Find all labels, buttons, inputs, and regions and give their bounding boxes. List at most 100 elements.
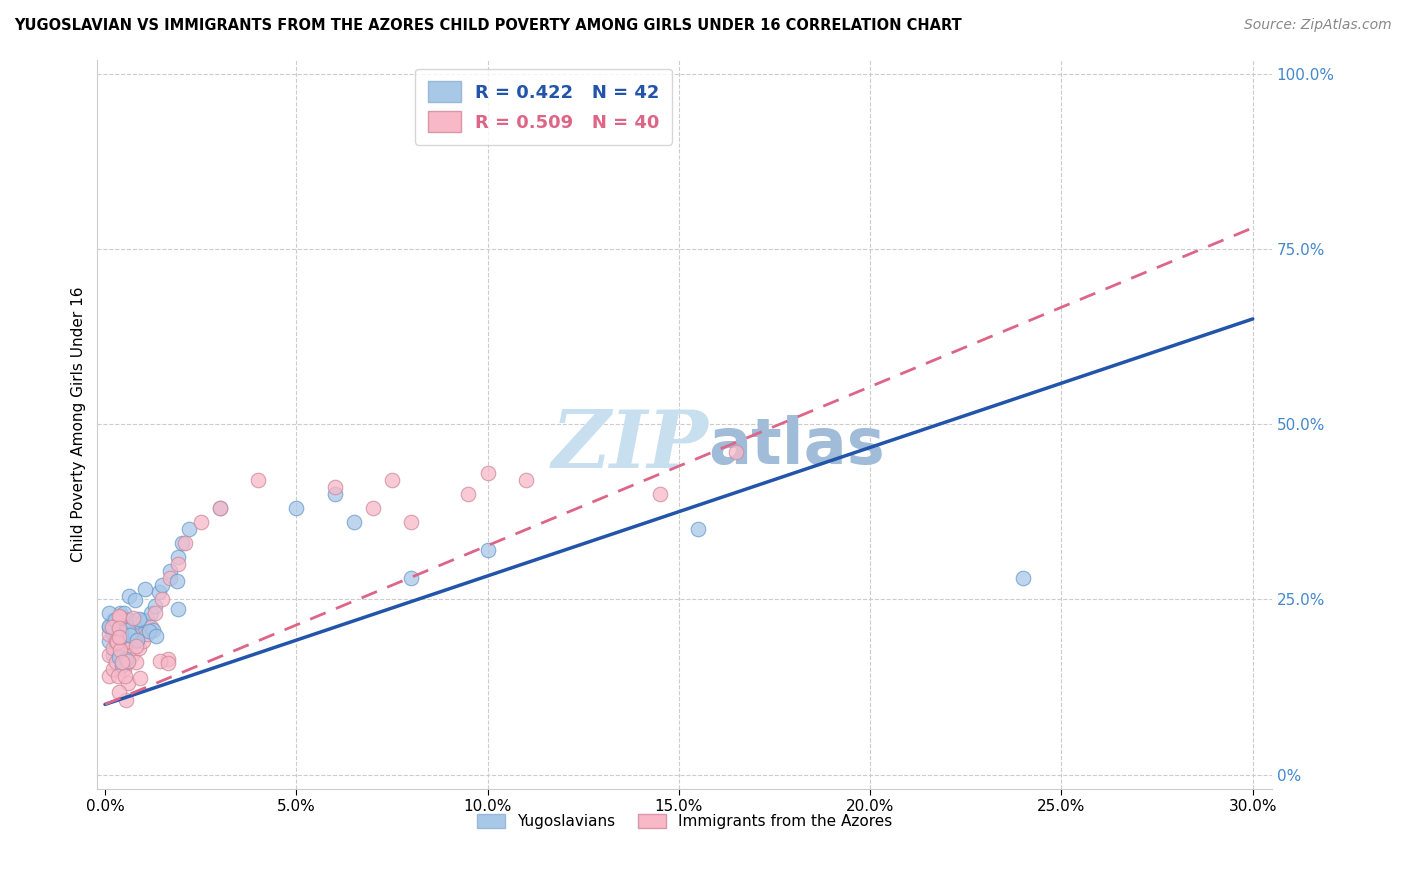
Point (115, 652, 138, 666)
Point (110, 634, 132, 648)
Point (112, 620, 135, 634)
Point (105, 627, 128, 641)
Point (121, 634, 143, 648)
Point (98, 619, 121, 633)
Point (124, 593, 146, 607)
Point (108, 643, 131, 657)
Point (145, 629, 167, 643)
Point (110, 630, 132, 644)
Point (124, 656, 146, 670)
Point (124, 627, 146, 641)
Point (166, 558, 188, 572)
Point (105, 641, 128, 656)
Point (128, 620, 150, 634)
Point (97, 627, 120, 641)
Point (136, 613, 159, 627)
Point (1012, 571, 1035, 585)
Point (515, 473, 537, 487)
Point (110, 620, 132, 634)
Point (247, 473, 270, 487)
Point (457, 487, 479, 501)
Point (381, 473, 404, 487)
Point (125, 633, 148, 648)
Point (124, 639, 146, 653)
Point (117, 676, 139, 690)
Point (166, 550, 188, 565)
Text: atlas: atlas (709, 415, 884, 477)
Point (97, 648, 120, 663)
Point (111, 658, 134, 673)
Point (108, 621, 131, 635)
Point (139, 620, 162, 634)
Point (105, 613, 128, 627)
Point (117, 624, 139, 638)
Point (170, 536, 193, 550)
Point (112, 648, 135, 663)
Point (98, 607, 121, 621)
Point (105, 656, 128, 670)
Point (122, 611, 145, 625)
Point (112, 607, 135, 621)
Point (101, 662, 124, 676)
Point (134, 582, 156, 596)
Point (399, 571, 422, 585)
Point (150, 578, 173, 592)
Point (110, 625, 132, 640)
Point (686, 522, 709, 536)
Point (108, 630, 131, 644)
Point (124, 634, 146, 648)
Point (117, 634, 139, 648)
Point (117, 656, 139, 670)
Point (107, 669, 129, 683)
Point (128, 641, 150, 656)
Text: YUGOSLAVIAN VS IMMIGRANTS FROM THE AZORES CHILD POVERTY AMONG GIRLS UNDER 16 COR: YUGOSLAVIAN VS IMMIGRANTS FROM THE AZORE… (14, 18, 962, 33)
Text: Source: ZipAtlas.com: Source: ZipAtlas.com (1244, 18, 1392, 32)
Point (107, 609, 129, 624)
Point (323, 487, 346, 501)
Point (148, 585, 170, 599)
Point (101, 627, 124, 641)
Point (112, 662, 135, 676)
Point (143, 607, 166, 621)
Point (101, 613, 124, 627)
Point (117, 627, 139, 641)
Point (117, 641, 139, 656)
Point (648, 487, 671, 501)
Point (477, 543, 499, 558)
Point (105, 635, 128, 649)
Point (149, 654, 172, 668)
Point (101, 641, 124, 656)
Point (97, 669, 120, 683)
Point (159, 564, 181, 578)
Point (166, 574, 188, 589)
Point (121, 648, 143, 663)
Point (159, 571, 181, 585)
Point (108, 610, 131, 624)
Point (111, 655, 134, 669)
Point (323, 480, 346, 494)
Point (104, 613, 127, 627)
Point (167, 602, 190, 616)
Y-axis label: Child Poverty Among Girls Under 16: Child Poverty Among Girls Under 16 (72, 286, 86, 562)
Point (156, 656, 179, 670)
Point (97, 620, 120, 634)
Point (477, 466, 499, 480)
Point (174, 536, 197, 550)
Point (285, 501, 308, 516)
Point (121, 627, 143, 641)
Point (110, 607, 132, 621)
Point (117, 654, 139, 668)
Point (101, 620, 124, 634)
Point (108, 650, 131, 665)
Point (101, 648, 124, 663)
Point (114, 692, 136, 706)
Point (725, 445, 748, 459)
Point (118, 590, 141, 604)
Point (97, 634, 120, 648)
Point (136, 627, 159, 641)
Point (138, 624, 160, 638)
Point (114, 669, 136, 683)
Point (179, 522, 201, 536)
Point (132, 634, 155, 648)
Point (112, 634, 135, 648)
